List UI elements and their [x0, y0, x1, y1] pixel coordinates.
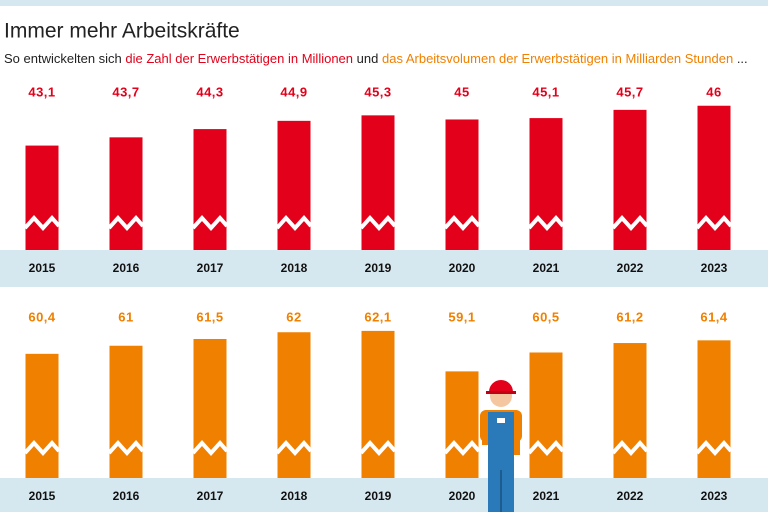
x-tick-label: 2019 [365, 261, 392, 275]
value-label: 61,4 [700, 309, 728, 324]
bar [361, 330, 395, 478]
plot: 43,1 2015 43,7 2016 44,3 2017 44,9 2018 45,3 2019… [0, 84, 768, 512]
top-strip [0, 0, 768, 6]
axis-break [443, 214, 481, 231]
value-label: 45,3 [364, 84, 391, 99]
subtitle-part: das Arbeitsvolumen der Erwerbstätigen in… [382, 51, 733, 66]
axis-break [695, 439, 733, 456]
axis-break [359, 439, 397, 456]
bar [193, 338, 227, 478]
axis-break [443, 439, 481, 456]
bar [529, 118, 563, 251]
value-label: 44,9 [280, 84, 307, 99]
bar [697, 340, 731, 478]
bar [193, 129, 227, 250]
value-label: 61,5 [196, 309, 223, 324]
value-label: 59,1 [448, 309, 475, 324]
worker-icon [480, 380, 522, 512]
x-tick-label: 2015 [29, 261, 56, 275]
chart-subtitle: So entwickelten sich die Zahl der Erwerb… [4, 51, 748, 66]
bar [277, 332, 311, 478]
x-tick-label: 2017 [197, 489, 224, 503]
value-label: 60,4 [28, 309, 56, 324]
bar [109, 345, 143, 478]
value-label: 44,3 [196, 84, 223, 99]
axis-break [695, 214, 733, 231]
subtitle-part: So entwickelten sich [4, 51, 122, 66]
axis-break [191, 214, 229, 231]
x-tick-label: 2020 [449, 489, 476, 503]
axis-break [23, 214, 61, 231]
axis-break [191, 439, 229, 456]
value-label: 43,7 [112, 84, 139, 99]
axis-break [611, 214, 649, 231]
x-tick-label: 2020 [449, 261, 476, 275]
axis-break [359, 214, 397, 231]
axis-break [107, 439, 145, 456]
x-tick-label: 2015 [29, 489, 56, 503]
x-tick-label: 2023 [701, 261, 728, 275]
x-tick-label: 2016 [113, 261, 140, 275]
subtitle-part: die Zahl der Erwerbstätigen in Millionen [125, 51, 353, 66]
value-label: 46 [706, 84, 721, 99]
category-band [0, 478, 768, 512]
subtitle-part: und [357, 51, 379, 66]
value-label: 60,5 [532, 309, 559, 324]
x-tick-label: 2016 [113, 489, 140, 503]
x-tick-label: 2017 [197, 261, 224, 275]
bar [613, 343, 647, 478]
bar [445, 371, 479, 478]
bar [25, 353, 59, 478]
value-label: 45,7 [616, 84, 643, 99]
value-label: 45 [454, 84, 469, 99]
axis-break [611, 439, 649, 456]
x-tick-label: 2019 [365, 489, 392, 503]
x-tick-label: 2022 [617, 261, 644, 275]
axis-break [527, 214, 565, 231]
bar [277, 120, 311, 250]
axis-break [23, 439, 61, 456]
axis-break [527, 439, 565, 456]
x-tick-label: 2022 [617, 489, 644, 503]
value-label: 62 [286, 309, 301, 324]
value-label: 62,1 [364, 309, 391, 324]
x-tick-label: 2018 [281, 489, 308, 503]
subtitle-part: ... [737, 51, 748, 66]
value-label: 61,2 [616, 309, 643, 324]
x-tick-label: 2021 [533, 261, 560, 275]
value-label: 61 [118, 309, 133, 324]
x-tick-label: 2021 [533, 489, 560, 503]
x-tick-label: 2018 [281, 261, 308, 275]
axis-break [275, 439, 313, 456]
axis-break [107, 214, 145, 231]
bar [529, 352, 563, 478]
chart-title: Immer mehr Arbeitskräfte [4, 20, 240, 43]
bar [25, 145, 59, 250]
value-label: 43,1 [28, 84, 55, 99]
x-tick-label: 2023 [701, 489, 728, 503]
value-label: 45,1 [532, 84, 559, 99]
category-band [0, 250, 768, 287]
axis-break [275, 214, 313, 231]
bar [445, 119, 479, 250]
bar [109, 137, 143, 250]
